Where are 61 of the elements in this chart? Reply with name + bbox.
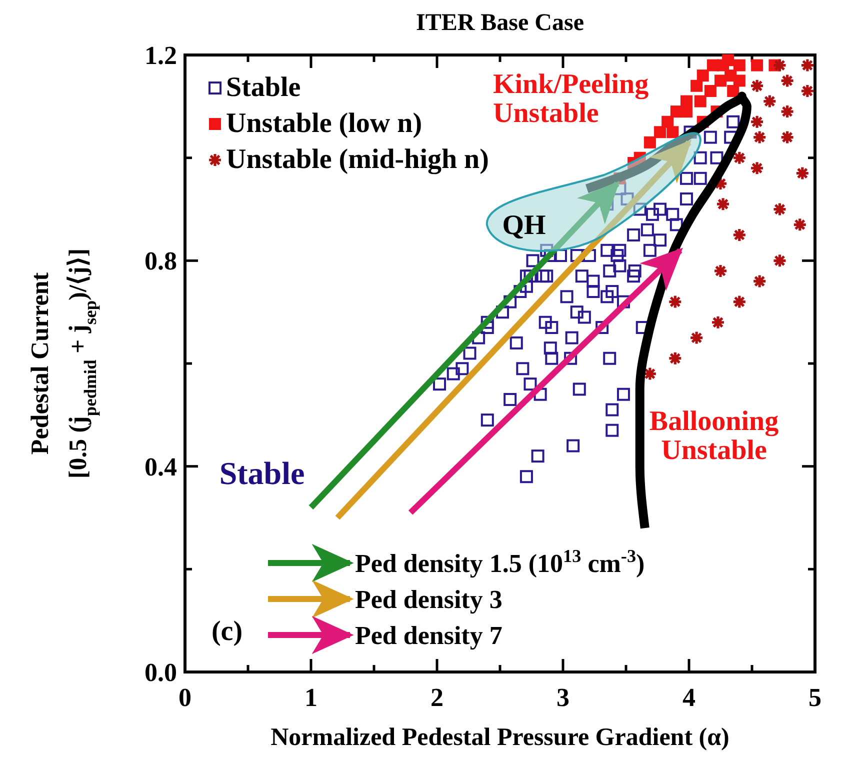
- x-tick-label: 2: [430, 683, 444, 712]
- point: [716, 196, 730, 212]
- point: [772, 58, 788, 73]
- x-axis-title: Normalized Pedestal Pressure Gradient (α): [270, 724, 730, 751]
- point: [710, 315, 726, 330]
- point: [780, 130, 795, 145]
- x-tick-label: 5: [808, 683, 822, 712]
- point: [752, 274, 767, 289]
- point: [762, 94, 777, 109]
- point: [704, 84, 716, 97]
- point: [668, 351, 682, 366]
- point: [727, 84, 740, 97]
- point: [713, 264, 728, 278]
- legend-label: Unstable (low n): [226, 108, 422, 139]
- point: [795, 166, 810, 181]
- x-tick-label: 3: [556, 683, 570, 712]
- chart-title: ITER Base Case: [416, 10, 584, 36]
- point: [634, 152, 646, 164]
- legend-label: Stable: [226, 72, 301, 103]
- point: [668, 294, 682, 310]
- point: [772, 253, 788, 268]
- point: [654, 126, 666, 138]
- annotation: (c): [211, 616, 243, 647]
- point: [792, 217, 808, 232]
- point: [752, 130, 767, 145]
- y-tick-label: 0.8: [144, 246, 177, 276]
- legend-label: Ped density 7: [355, 621, 502, 650]
- legend-label: Ped density 1.5 (10$^{13}$ cm$^{-3}$): [355, 546, 645, 578]
- point: [780, 104, 795, 119]
- point: [750, 78, 764, 94]
- point: [733, 74, 746, 87]
- point: [690, 80, 703, 92]
- point: [666, 126, 679, 138]
- point: [750, 160, 764, 176]
- annotation: Ballooning Unstable: [649, 406, 779, 466]
- point: [732, 228, 747, 242]
- annotation: Kink/Peeling Unstable: [493, 69, 649, 129]
- x-tick-label: 0: [178, 683, 192, 712]
- point: [694, 95, 706, 108]
- point: [644, 136, 656, 148]
- y-tick-label: 0.4: [144, 452, 177, 482]
- legend-label: Ped density 3: [355, 585, 502, 614]
- point: [732, 150, 747, 166]
- point: [732, 294, 747, 310]
- y-tick-label: 0.0: [144, 658, 177, 687]
- point: [733, 59, 746, 72]
- point: [800, 58, 815, 73]
- y-tick-label: 1.2: [144, 41, 177, 70]
- point: [772, 202, 788, 217]
- point: [751, 59, 764, 72]
- point: [780, 73, 795, 88]
- legend-label: Unstable (mid-high n): [226, 144, 489, 175]
- x-tick-label: 4: [682, 683, 696, 712]
- point: [714, 74, 726, 87]
- point: [800, 84, 815, 98]
- point: [750, 114, 764, 130]
- point: [696, 70, 709, 82]
- point: [689, 330, 704, 346]
- annotation: Stable: [219, 455, 305, 491]
- annotation: QH: [502, 210, 546, 241]
- x-tick-label: 1: [304, 683, 318, 712]
